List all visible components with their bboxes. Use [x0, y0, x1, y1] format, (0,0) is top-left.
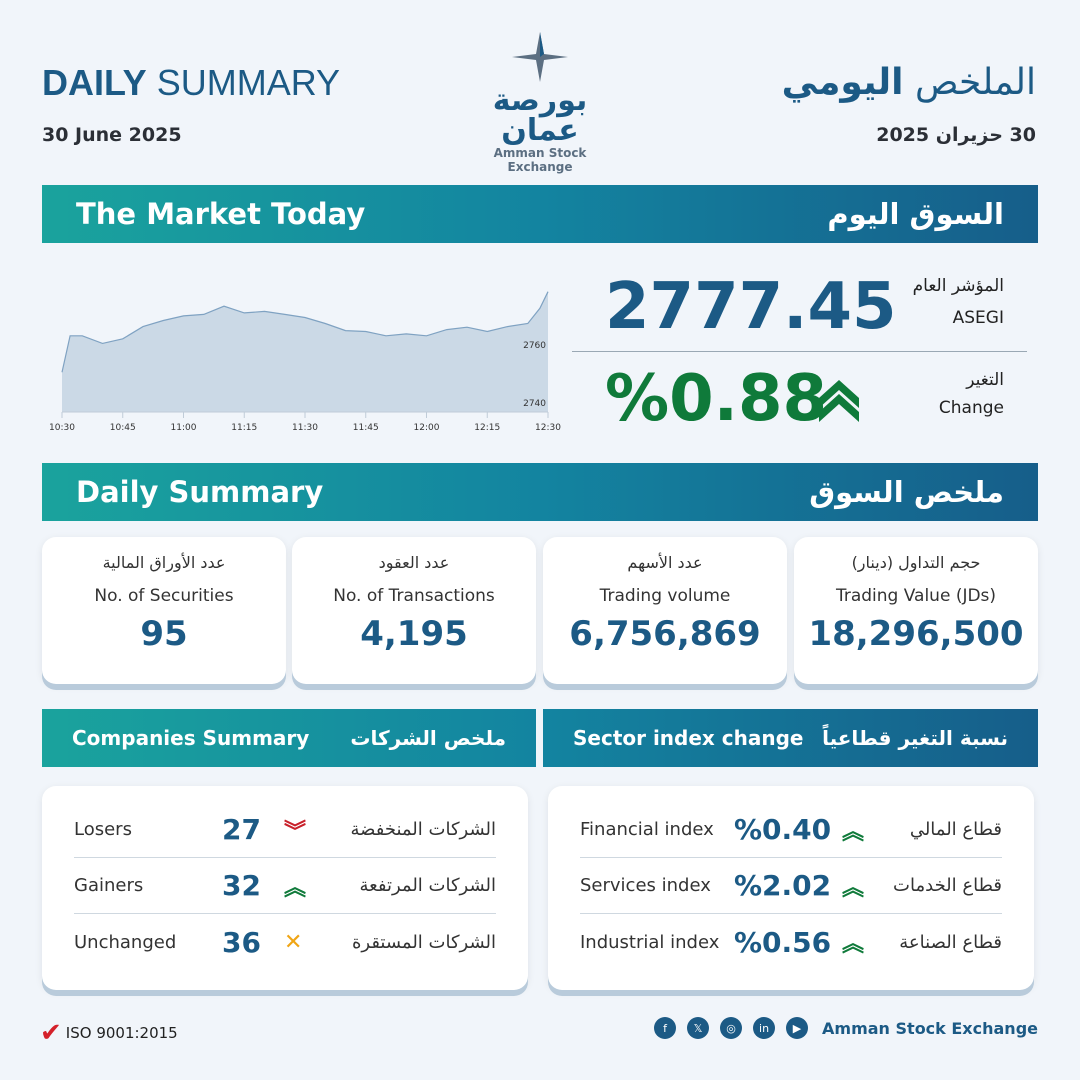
double-chevron-up-icon: ︽ [284, 875, 307, 901]
market-today-band: The Market Today السوق اليوم [42, 185, 1038, 243]
list-item: Gainers 32 ︽ الشركات المرتفعة [74, 858, 496, 914]
index-chart: 10:30 10:45 11:00 11:15 11:30 11:45 12:00 12:15… [49, 291, 561, 433]
index-label-en: ASEGI [952, 308, 1004, 328]
sectors-panel: Financial index %0.40 ︽ قطاع المالي Service… [548, 786, 1034, 990]
title-ar: الملخص اليومي [781, 62, 1036, 103]
linkedin-icon[interactable]: in [753, 1017, 776, 1039]
instagram-icon[interactable]: ◎ [720, 1017, 743, 1039]
change-label-en: Change [938, 398, 1004, 418]
sectors-band: Sector index change نسبة التغير قطاعياً [543, 709, 1038, 767]
x-tick-label: 12:30 [535, 423, 561, 433]
list-item: Industrial index %0.56 ︽ قطاع الصناعة [580, 925, 1002, 959]
x-tick-label: 12:00 [414, 423, 440, 433]
companies-band: Companies Summary ملخص الشركات [42, 709, 536, 767]
companies-panel: Losers 27 ︾ الشركات المنخفضة Gainers 32 ︽ الشر… [42, 786, 528, 990]
card-volume: عدد الأسهم Trading volume 6,756,869 [543, 537, 787, 684]
double-chevron-down-icon: ︾ [284, 819, 307, 845]
x-tick-label: 10:30 [49, 423, 75, 433]
change-label-ar: التغير [966, 370, 1004, 390]
list-item: Financial index %0.40 ︽ قطاع المالي [580, 802, 1002, 858]
youtube-icon[interactable]: ▶ [786, 1017, 809, 1039]
x-tick-label: 11:15 [231, 423, 257, 433]
brand-link[interactable]: Amman Stock Exchange [822, 1018, 1038, 1038]
divider [572, 351, 1027, 352]
double-chevron-up-icon: ︽ [842, 932, 865, 957]
x-tick-label: 12:15 [474, 423, 500, 433]
x-tick-label: 11:45 [353, 423, 379, 433]
list-item: Services index %2.02 ︽ قطاع الخدمات [580, 858, 1002, 914]
chart-area [62, 291, 548, 412]
daily-summary-band: Daily Summary ملخص السوق [42, 463, 1038, 521]
date-ar: 30 حزيران 2025 [876, 124, 1036, 146]
double-chevron-up-icon [819, 380, 859, 422]
date-en: 30 June 2025 [42, 124, 182, 146]
double-chevron-up-icon: ︽ [842, 875, 865, 901]
chevron-converge-icon: ✕ [284, 929, 303, 955]
list-item: Unchanged 36 ✕ الشركات المستقرة [74, 925, 496, 959]
card-transactions: عدد العقود No. of Transactions 4,195 [292, 537, 536, 684]
iso-label: ISO 9001:2015 [65, 1024, 178, 1042]
x-tick-label: 10:45 [110, 423, 136, 433]
x-tick-label: 11:30 [292, 423, 318, 433]
list-item: Losers 27 ︾ الشركات المنخفضة [74, 802, 496, 858]
check-icon: ✔ [40, 1018, 62, 1048]
card-value: حجم التداول (دينار) Trading Value (JDs) 18… [794, 537, 1038, 684]
index-label-ar: المؤشر العام [912, 276, 1004, 296]
title-en: DAILY SUMMARY [42, 62, 341, 103]
y-tick-label: 2740 [523, 399, 546, 409]
index-value: 2777.45 [605, 270, 897, 344]
facebook-icon[interactable]: f [654, 1017, 677, 1039]
double-chevron-up-icon: ︽ [842, 819, 865, 845]
card-securities: عدد الأوراق المالية No. of Securities 95 [42, 537, 286, 684]
chart-line [61, 291, 549, 373]
y-tick-label: 2760 [523, 341, 546, 351]
logo-star-icon [512, 32, 568, 82]
x-tick-label: 11:00 [171, 423, 197, 433]
change-value: %0.88 [605, 362, 828, 436]
logo: بورصة عمان Amman Stock Exchange [470, 32, 610, 174]
x-icon[interactable]: 𝕏 [687, 1017, 710, 1039]
